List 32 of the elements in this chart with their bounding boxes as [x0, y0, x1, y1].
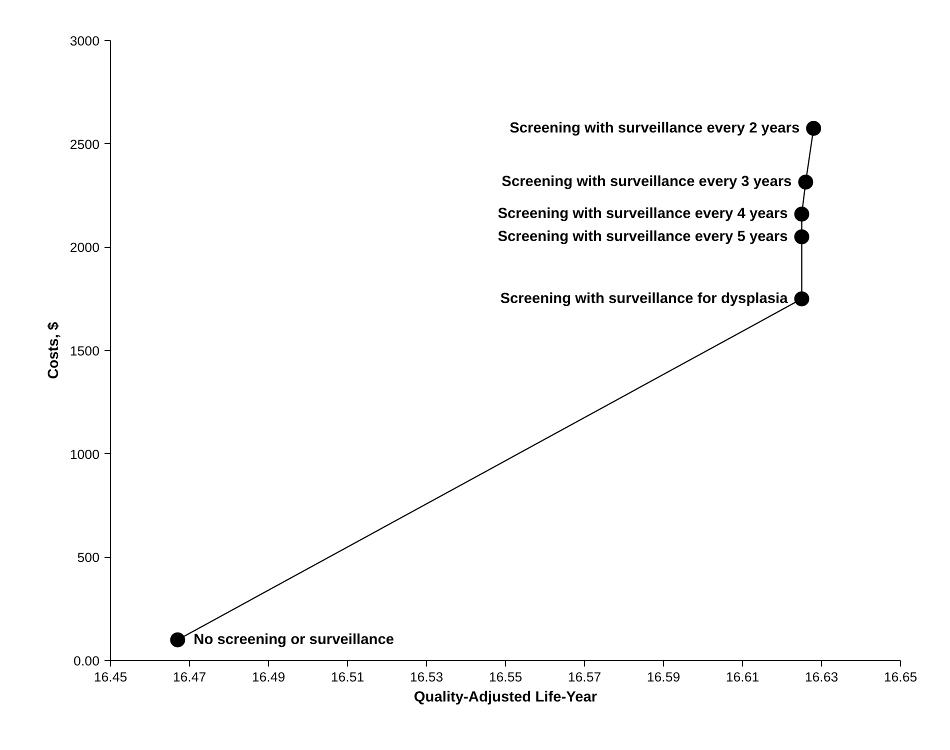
annotation: Screening with surveillance every 5 years: [498, 228, 788, 245]
annotation: Screening with surveillance every 4 years: [498, 206, 788, 222]
annotation: Screening with surveillance every 2 years: [510, 120, 800, 136]
y-tick-label: 3000: [70, 34, 100, 48]
point: [806, 120, 822, 136]
annotation: Screening with surveillance for dysplasia: [500, 290, 789, 307]
x-tick-label: 16.63: [804, 670, 838, 684]
point: [798, 174, 814, 190]
x-tick-label: 16.65: [884, 670, 918, 684]
x-tick-label: 16.51: [330, 670, 364, 684]
annotation: Screening with surveillance every 3 years: [502, 174, 792, 190]
x-tick-label: 16.55: [488, 670, 522, 684]
y-tick-label: 0.00: [74, 654, 100, 668]
point: [794, 229, 810, 244]
annotation: No screening or surveillance: [194, 632, 394, 648]
y-tick-label: 500: [77, 550, 100, 566]
point: [170, 632, 186, 648]
x-tick-label: 16.53: [410, 670, 444, 684]
x-tick-label: 16.49: [252, 670, 286, 684]
x-tick-label: 16.47: [172, 670, 206, 684]
x-axis-title: Quality-Adjusted Life-Year: [414, 690, 598, 706]
x-tick-label: 16.59: [646, 670, 680, 684]
x-tick-label: 16.45: [94, 670, 128, 684]
x-tick-label: 16.57: [568, 670, 602, 684]
y-tick-label: 2500: [70, 136, 100, 152]
x-tick-label: 16.61: [726, 670, 760, 684]
point: [794, 291, 810, 306]
y-axis-title: Costs, $: [46, 322, 62, 380]
y-tick-label: 1500: [70, 344, 100, 358]
point: [794, 206, 810, 222]
y-tick-label: 1000: [70, 446, 100, 462]
y-tick-label: 2000: [70, 240, 100, 256]
